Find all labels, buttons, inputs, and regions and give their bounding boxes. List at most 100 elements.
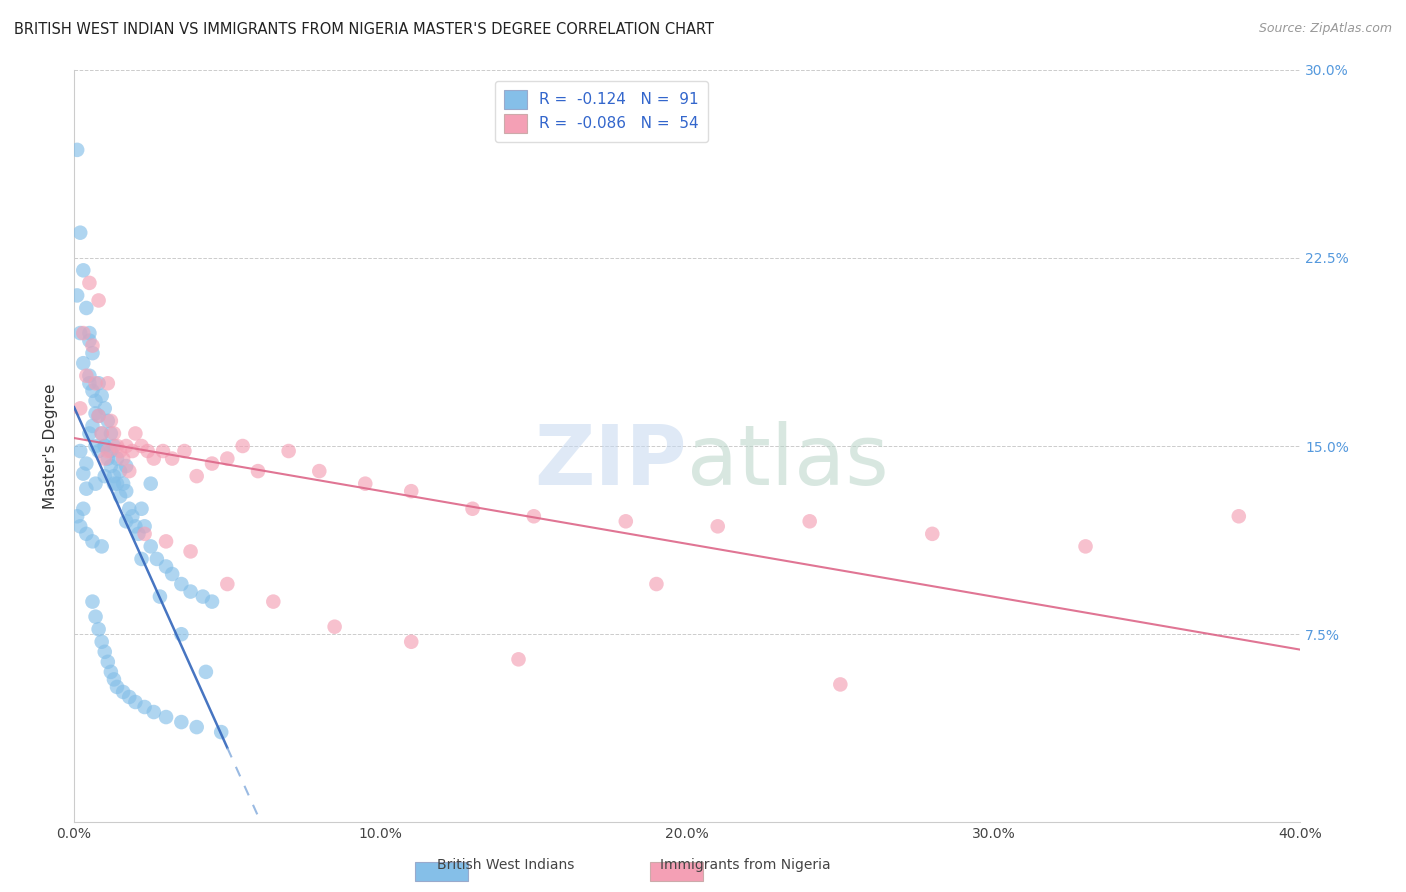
Point bbox=[155, 710, 177, 724]
Point bbox=[799, 514, 821, 528]
Point bbox=[134, 526, 156, 541]
Point bbox=[108, 489, 131, 503]
Point bbox=[246, 464, 269, 478]
Point bbox=[105, 439, 128, 453]
Point bbox=[84, 406, 107, 420]
Point bbox=[614, 514, 637, 528]
Point bbox=[69, 326, 91, 340]
Point bbox=[399, 484, 422, 499]
Point bbox=[121, 509, 143, 524]
Point bbox=[201, 457, 224, 471]
Point bbox=[75, 368, 97, 383]
Point bbox=[217, 451, 239, 466]
Point bbox=[90, 426, 112, 441]
Point bbox=[1227, 509, 1250, 524]
Point bbox=[79, 368, 101, 383]
Point bbox=[232, 439, 254, 453]
Point bbox=[118, 501, 141, 516]
Point bbox=[97, 444, 120, 458]
Point bbox=[173, 444, 195, 458]
Point bbox=[354, 476, 377, 491]
Point bbox=[97, 655, 120, 669]
Point bbox=[75, 526, 97, 541]
Point bbox=[84, 439, 107, 453]
Point bbox=[93, 645, 115, 659]
Point bbox=[124, 426, 146, 441]
Point bbox=[142, 451, 165, 466]
Point bbox=[100, 665, 122, 679]
Point bbox=[103, 476, 125, 491]
Point bbox=[93, 439, 115, 453]
Point bbox=[131, 552, 153, 566]
Point bbox=[87, 444, 110, 458]
Point bbox=[103, 673, 125, 687]
Point bbox=[706, 519, 728, 533]
Point bbox=[142, 705, 165, 719]
Point bbox=[90, 540, 112, 554]
Point bbox=[112, 451, 135, 466]
Point bbox=[84, 393, 107, 408]
Point bbox=[115, 439, 138, 453]
Point bbox=[124, 695, 146, 709]
Point bbox=[69, 226, 91, 240]
Point bbox=[186, 720, 208, 734]
Point bbox=[79, 276, 101, 290]
Point bbox=[82, 346, 104, 360]
Point bbox=[118, 690, 141, 704]
Point bbox=[90, 389, 112, 403]
Point bbox=[79, 326, 101, 340]
Point bbox=[112, 476, 135, 491]
Point bbox=[72, 263, 94, 277]
Point bbox=[103, 426, 125, 441]
Point bbox=[139, 476, 162, 491]
Point bbox=[201, 594, 224, 608]
Point bbox=[170, 714, 193, 729]
Text: Source: ZipAtlas.com: Source: ZipAtlas.com bbox=[1258, 22, 1392, 36]
Text: atlas: atlas bbox=[688, 420, 889, 501]
Point bbox=[82, 338, 104, 352]
Point bbox=[105, 680, 128, 694]
Point bbox=[72, 356, 94, 370]
Point bbox=[103, 469, 125, 483]
Point bbox=[100, 426, 122, 441]
Point bbox=[112, 685, 135, 699]
Point bbox=[93, 469, 115, 483]
Point bbox=[136, 444, 159, 458]
Point bbox=[97, 376, 120, 391]
Point bbox=[87, 622, 110, 636]
Point bbox=[191, 590, 214, 604]
Point bbox=[118, 464, 141, 478]
Point bbox=[97, 451, 120, 466]
Point bbox=[82, 594, 104, 608]
Point bbox=[100, 444, 122, 458]
Point bbox=[115, 459, 138, 474]
Point bbox=[323, 620, 346, 634]
Point bbox=[72, 501, 94, 516]
Point bbox=[180, 584, 202, 599]
Text: ZIP: ZIP bbox=[534, 420, 688, 501]
Point bbox=[90, 634, 112, 648]
Point bbox=[87, 409, 110, 423]
Point bbox=[100, 459, 122, 474]
Point bbox=[79, 334, 101, 348]
Point bbox=[127, 526, 149, 541]
Point bbox=[461, 501, 484, 516]
Point bbox=[134, 700, 156, 714]
Point bbox=[152, 444, 174, 458]
Point bbox=[103, 439, 125, 453]
Point bbox=[170, 577, 193, 591]
Point bbox=[87, 409, 110, 423]
Point bbox=[121, 444, 143, 458]
Point bbox=[108, 444, 131, 458]
Point bbox=[82, 384, 104, 398]
Point bbox=[209, 725, 232, 739]
Text: Immigrants from Nigeria: Immigrants from Nigeria bbox=[659, 858, 831, 872]
Point bbox=[146, 552, 169, 566]
Point bbox=[160, 567, 183, 582]
Point bbox=[217, 577, 239, 591]
Point bbox=[100, 414, 122, 428]
Point bbox=[82, 419, 104, 434]
Point bbox=[155, 559, 177, 574]
Point bbox=[308, 464, 330, 478]
Point bbox=[75, 301, 97, 315]
